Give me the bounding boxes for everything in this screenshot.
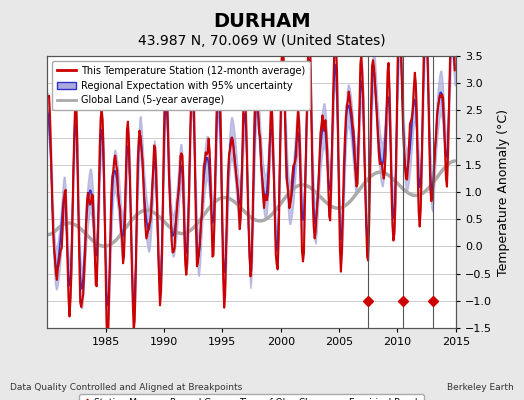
Text: Berkeley Earth: Berkeley Earth — [447, 383, 514, 392]
Text: DURHAM: DURHAM — [213, 12, 311, 31]
Y-axis label: Temperature Anomaly (°C): Temperature Anomaly (°C) — [497, 108, 510, 276]
Text: 43.987 N, 70.069 W (United States): 43.987 N, 70.069 W (United States) — [138, 34, 386, 48]
Text: Data Quality Controlled and Aligned at Breakpoints: Data Quality Controlled and Aligned at B… — [10, 383, 243, 392]
Legend: Station Move, Record Gap, Time of Obs. Change, Empirical Break: Station Move, Record Gap, Time of Obs. C… — [79, 394, 424, 400]
